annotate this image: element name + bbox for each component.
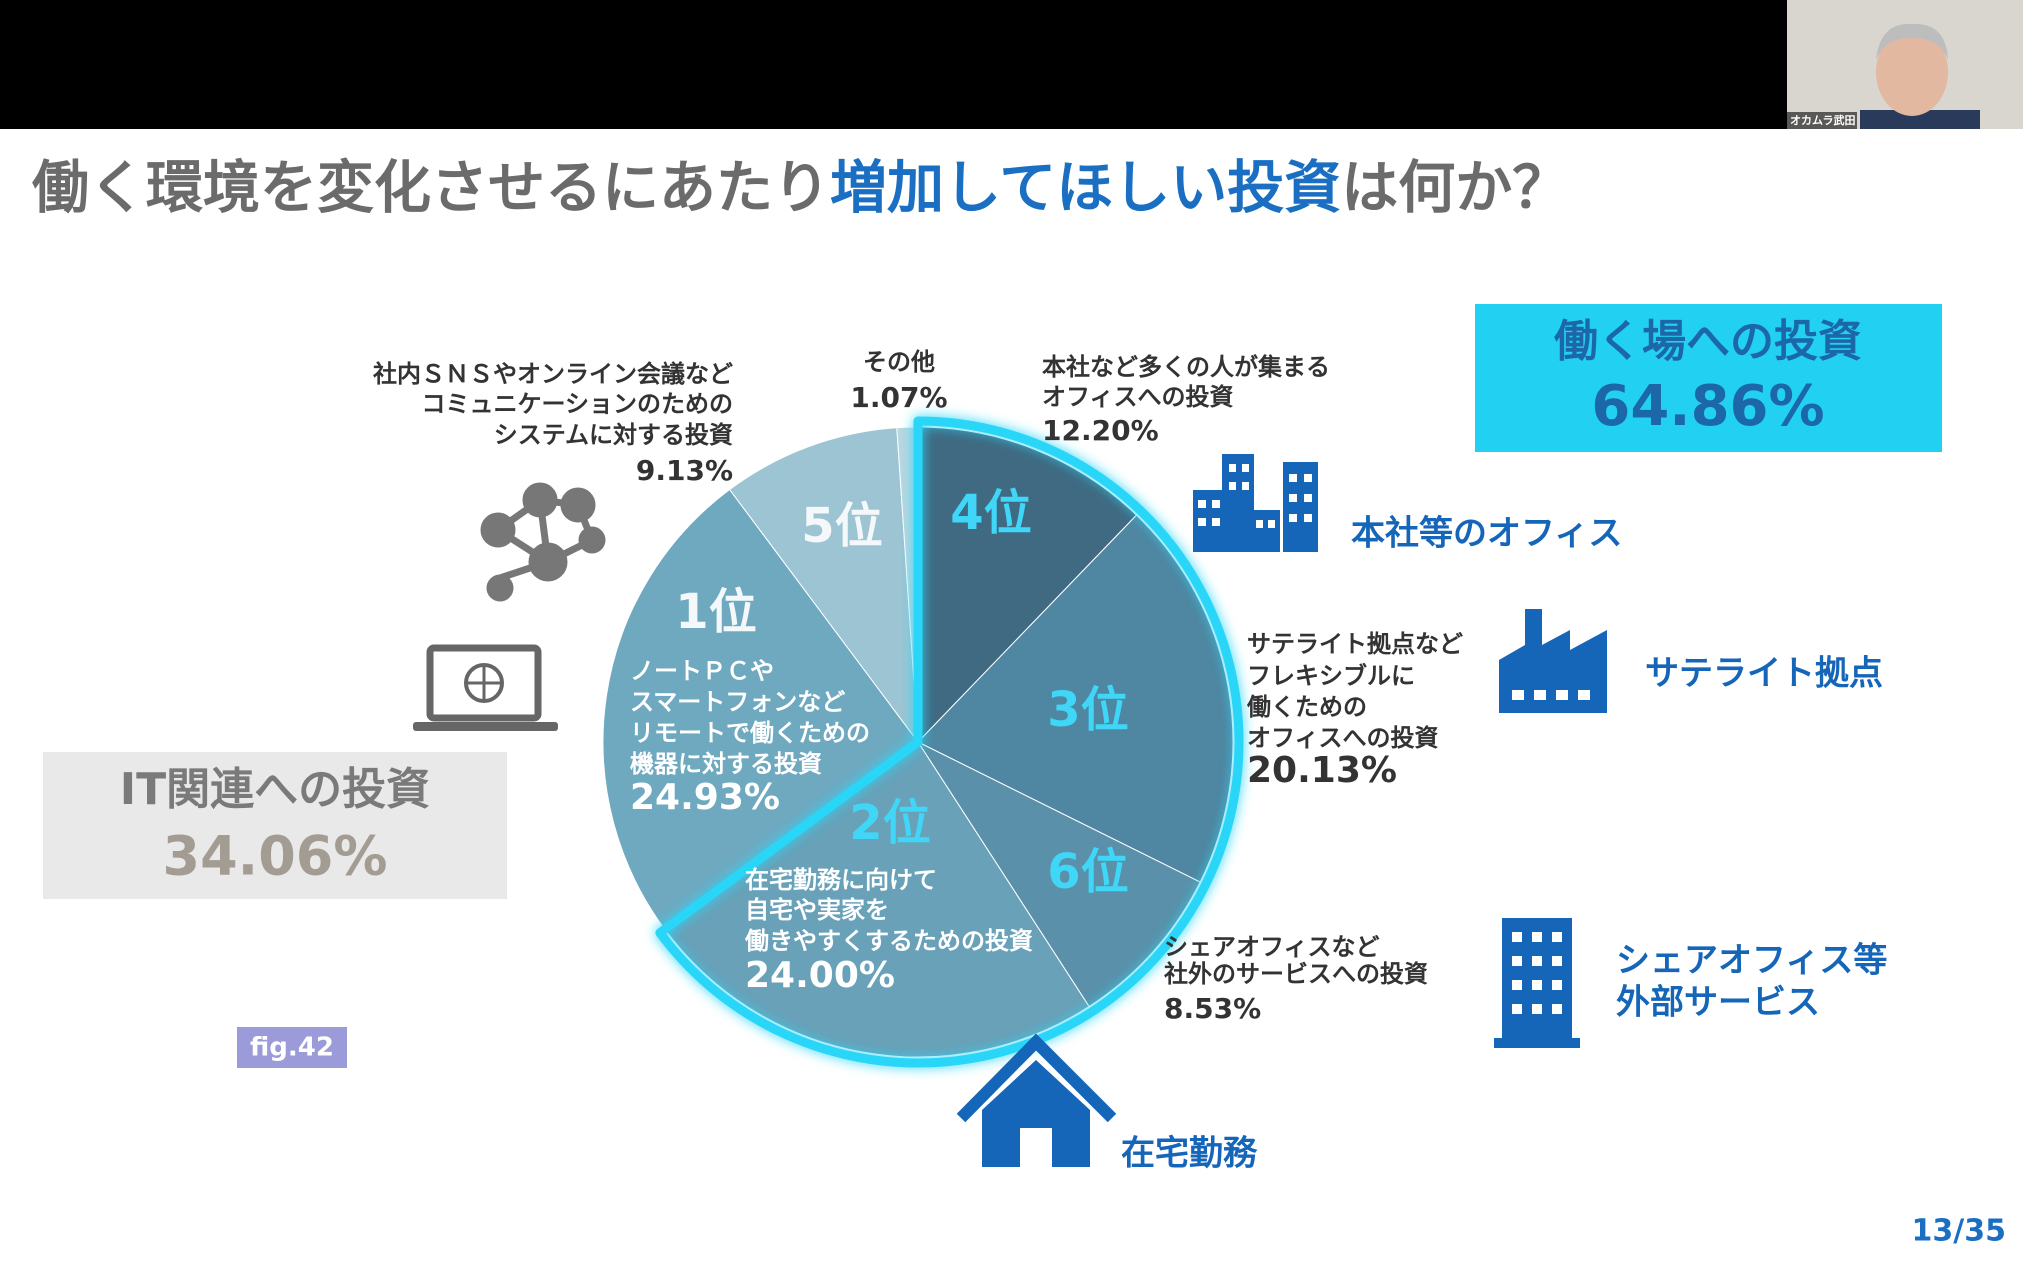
slice-rank: 3位 (1047, 682, 1128, 738)
icon-label: サテライト拠点 (1645, 654, 1883, 694)
webcam-name: オカムラ武田 (1790, 113, 1855, 127)
slice-value: 9.13% (636, 454, 733, 487)
slice-label: システムに対する投資 (494, 421, 733, 449)
slice-value: 24.00% (745, 955, 895, 996)
group-name: 働く場への投資 (1554, 316, 1862, 367)
group-name: IT関連への投資 (120, 764, 430, 815)
icon-factory (1499, 609, 1607, 713)
group-value: 64.86% (1591, 374, 1824, 439)
figure-badge (237, 1027, 347, 1068)
webcam-face (1876, 28, 1948, 116)
pie-slice (917, 514, 1234, 883)
slice-label: サテライト拠点など (1247, 630, 1463, 658)
slice-label: 機器に対する投資 (630, 750, 822, 778)
webcam-name-bg (1787, 112, 1857, 129)
slice-label: フレキシブルに (1247, 662, 1415, 690)
webcam-hair (1876, 23, 1948, 60)
title-part: は何か？ (1341, 155, 1569, 221)
slice-rank: 2位 (849, 795, 930, 851)
icon-label: 在宅勤務 (1121, 1134, 1258, 1174)
pie (602, 416, 1244, 1068)
slice-value: 8.53% (1164, 992, 1261, 1025)
slice-rank: 5位 (801, 498, 882, 554)
icon-label: 外部サービス (1616, 983, 1820, 1023)
group-value: 34.06% (163, 825, 388, 888)
icon-label: 本社等のオフィス (1351, 514, 1622, 554)
slice-rank: 4位 (950, 485, 1031, 541)
slice-rank: 1位 (675, 584, 756, 640)
slice-rank: 6位 (1047, 844, 1128, 900)
slice-label: スマートフォンなど (630, 688, 845, 716)
icon-label: シェアオフィス等 (1616, 941, 1887, 981)
slice-label: オフィスへの投資 (1247, 724, 1439, 752)
icon-building (1494, 918, 1580, 1048)
slice-label: リモートで働くための (630, 719, 870, 747)
icon-office (1193, 454, 1318, 552)
pie-slice (917, 426, 1138, 744)
title-part: 働く環境を変化させるにあたり (32, 155, 830, 221)
slice-label: コミュニケーションのための (421, 390, 733, 418)
slice-label: 社外のサービスへの投資 (1164, 960, 1428, 988)
top-bar (0, 0, 2023, 129)
icon-network (480, 482, 606, 602)
pie-slice (728, 427, 919, 744)
slice-label: 働くための (1246, 693, 1367, 721)
icon-laptop (413, 644, 558, 731)
group-outline (655, 416, 1244, 1068)
slice-label: 本社など多くの人が集まる (1042, 353, 1330, 381)
slice-label: シェアオフィスなど (1164, 933, 1380, 961)
slice-label: その他 (863, 348, 935, 376)
pie-slice (916, 740, 1201, 1008)
page-number: 13/35 (1912, 1214, 2006, 1249)
icon-house (956, 1033, 1117, 1167)
slide-title: 働く環境を変化させるにあたり増加してほしい投資は何か？ (32, 155, 1569, 221)
figure-label: fig.42 (250, 1033, 334, 1063)
slice-label: ノートＰＣや (630, 657, 774, 685)
slice-value: 1.07% (850, 381, 947, 414)
group-box (43, 752, 507, 899)
slice-label: オフィスへの投資 (1042, 383, 1234, 411)
title-highlight: 増加してほしい投資 (830, 155, 1341, 221)
slice-value: 12.20% (1042, 414, 1159, 447)
pie-slice (602, 488, 919, 930)
slice-value: 24.93% (630, 777, 780, 818)
webcam: オカムラ武田 (1787, 0, 2023, 129)
group-box (1475, 304, 1942, 452)
webcam-person (1860, 110, 1980, 129)
slice-label: 働きやすくするための投資 (744, 927, 1033, 955)
slice-label: 在宅勤務に向けて (745, 866, 937, 894)
slice-label: 自宅や実家を (745, 896, 889, 924)
slice-label: 社内ＳＮＳやオンライン会議など (373, 360, 733, 388)
slice-value: 20.13% (1247, 750, 1397, 791)
